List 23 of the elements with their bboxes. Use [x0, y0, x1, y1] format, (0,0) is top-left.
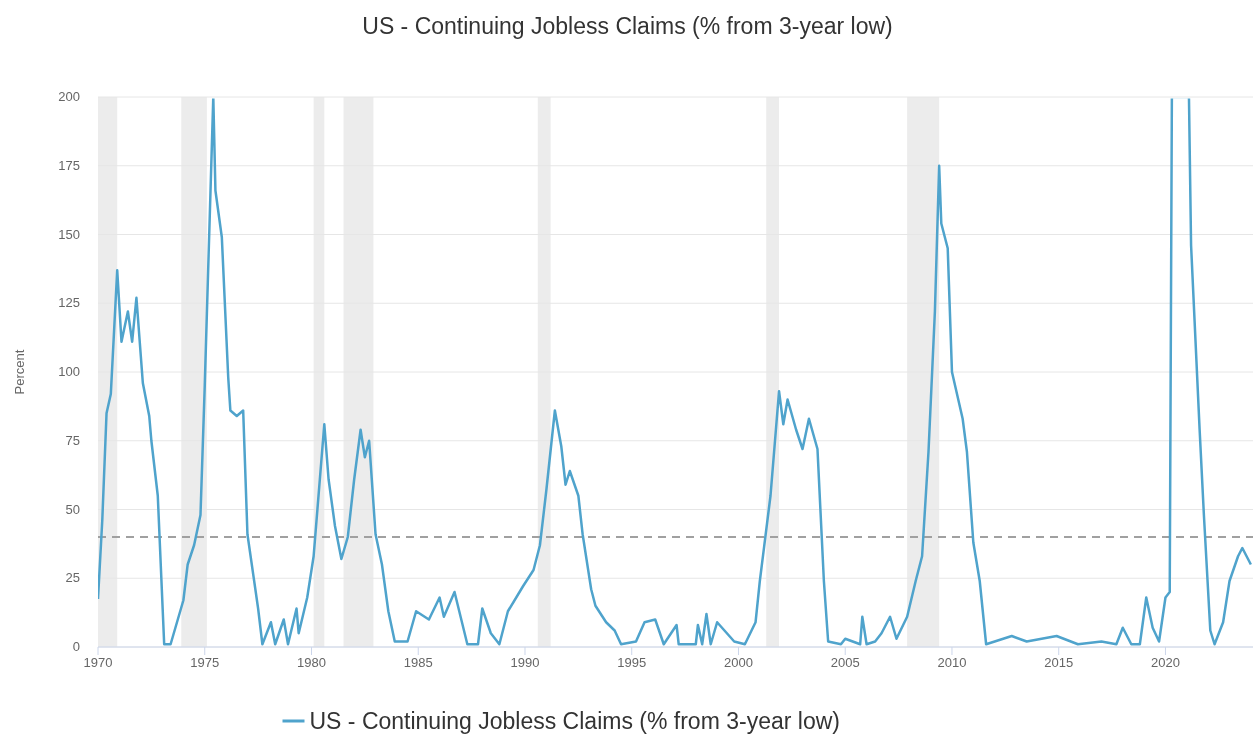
x-tick-label: 2005: [830, 655, 860, 670]
x-tick-label: 1980: [297, 655, 326, 670]
x-tick-label: 2000: [724, 655, 753, 670]
chart-title: US - Continuing Jobless Claims (% from 3-year low): [362, 13, 893, 39]
x-tick-label: 2015: [1044, 655, 1074, 670]
legend-label: US - Continuing Jobless Claims (% from 3-year low): [309, 708, 840, 734]
x-tick-label: 2010: [937, 655, 967, 670]
x-tick-label: 1975: [190, 655, 220, 670]
y-tick-label: 175: [58, 157, 80, 173]
x-tick-label: 1990: [510, 655, 540, 670]
x-tick-label: 1995: [617, 655, 647, 670]
x-tick-label: 1970: [83, 655, 113, 670]
y-tick-label: 100: [58, 364, 80, 379]
y-tick-label: 200: [58, 89, 80, 104]
y-tick-label: 0: [72, 639, 80, 654]
y-tick-label: 50: [65, 501, 80, 517]
y-axis-title: Percent: [12, 349, 27, 395]
x-tick-label: 1985: [403, 655, 433, 670]
y-tick-label: 150: [58, 226, 80, 242]
y-tick-label: 25: [65, 570, 80, 586]
y-tick-label: 75: [65, 432, 80, 448]
x-tick-label: 2020: [1151, 655, 1180, 670]
y-tick-label: 125: [58, 295, 80, 311]
